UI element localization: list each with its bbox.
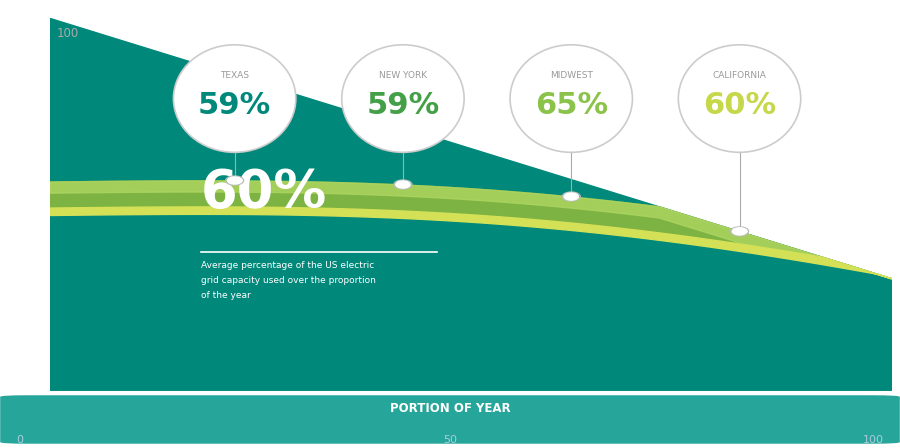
FancyBboxPatch shape (0, 395, 900, 444)
Text: 60%: 60% (201, 167, 328, 219)
Text: 60%: 60% (703, 90, 776, 120)
Text: POWER USAGE: POWER USAGE (17, 165, 28, 243)
Text: Average percentage of the US electric: Average percentage of the US electric (201, 262, 374, 271)
Text: 59%: 59% (198, 90, 271, 120)
Text: grid capacity used over the proportion: grid capacity used over the proportion (201, 276, 376, 285)
Text: 59%: 59% (366, 90, 439, 120)
Text: MIDWEST: MIDWEST (550, 72, 593, 81)
Text: 65%: 65% (535, 90, 608, 120)
Text: 50: 50 (443, 435, 457, 445)
Text: 100: 100 (56, 27, 78, 40)
Text: PORTION OF YEAR: PORTION OF YEAR (390, 402, 510, 415)
Text: 0: 0 (16, 435, 23, 445)
Text: NEW YORK: NEW YORK (379, 72, 427, 81)
Text: TEXAS: TEXAS (220, 72, 249, 81)
Text: 100: 100 (863, 435, 884, 445)
Text: of the year: of the year (201, 291, 251, 300)
Text: CALIFORNIA: CALIFORNIA (713, 72, 767, 81)
